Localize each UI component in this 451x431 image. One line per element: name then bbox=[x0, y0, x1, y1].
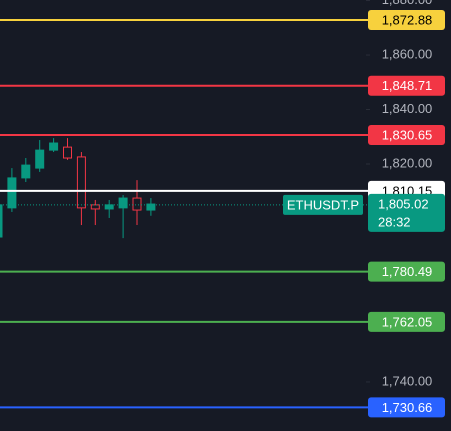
y-tick-label: 1,740.00 bbox=[382, 373, 433, 388]
candle-body bbox=[35, 149, 45, 169]
symbol-tag bbox=[283, 194, 363, 215]
symbol-label: ETHUSDT.P bbox=[287, 197, 359, 212]
price-level-label: 1,780.49 bbox=[382, 264, 433, 279]
last-price-label: 1,805.02 bbox=[378, 196, 429, 211]
candle-body bbox=[7, 177, 17, 209]
candle-body bbox=[104, 204, 114, 210]
y-tick-label: 1,820.00 bbox=[382, 155, 433, 170]
price-level-tag bbox=[368, 9, 445, 30]
candle-body bbox=[76, 156, 86, 209]
price-level-tag bbox=[368, 311, 445, 332]
price-level-label: 1,830.65 bbox=[382, 127, 433, 142]
candle-body bbox=[90, 204, 100, 210]
price-level-label: 1,848.71 bbox=[382, 78, 433, 93]
y-tick-label: 1,860.00 bbox=[382, 46, 433, 61]
price-level-label: 1,730.66 bbox=[382, 400, 433, 415]
price-level-label: 1,762.05 bbox=[382, 314, 433, 329]
price-level-tag bbox=[368, 75, 445, 96]
last-price-tag bbox=[368, 193, 445, 232]
candle-body bbox=[118, 197, 128, 209]
price-level-tag bbox=[368, 397, 445, 418]
candle-body bbox=[21, 164, 31, 179]
y-tick-label: 1,880.00 bbox=[382, 0, 433, 7]
countdown-label: 28:32 bbox=[378, 214, 411, 229]
price-level-tag bbox=[368, 261, 445, 282]
candle-body bbox=[146, 203, 156, 211]
price-level-tag bbox=[368, 124, 445, 145]
candle-body bbox=[132, 197, 142, 211]
candle-body bbox=[49, 142, 59, 151]
price-level-label: 1,872.88 bbox=[382, 12, 433, 27]
candle-body bbox=[0, 204, 3, 238]
candle-body bbox=[63, 146, 72, 159]
y-tick-label: 1,840.00 bbox=[382, 101, 433, 116]
